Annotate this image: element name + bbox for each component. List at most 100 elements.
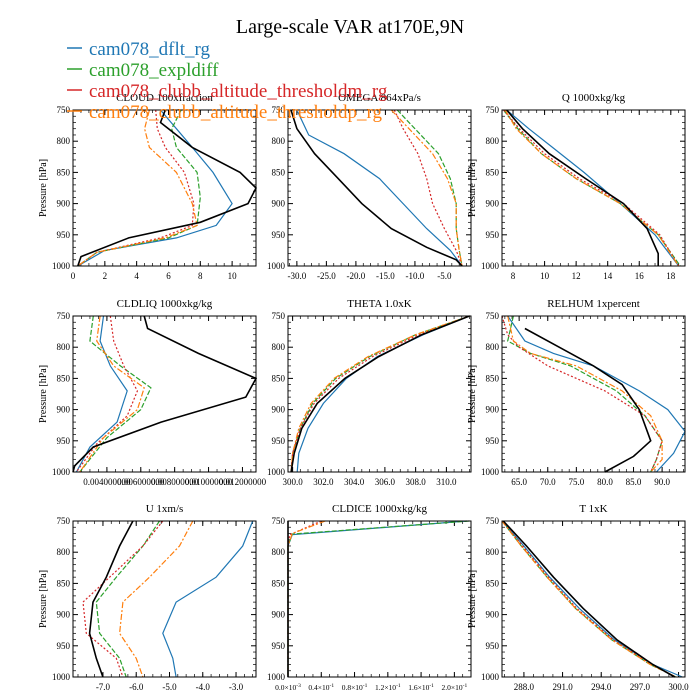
legend-item-3: cam078_clubb_altitude_thresholdp_rg: [67, 102, 383, 123]
xtick-label-4-4: 308.0: [406, 477, 427, 487]
series-line-4-cam078_clubb_altitude_thresholdm_rg: [290, 315, 470, 473]
ytick-label-7-3: 900: [272, 610, 286, 620]
panel-title-7: CLDICE 1000xkg/kg: [332, 503, 428, 515]
ytick-label-1-0: 750: [272, 105, 286, 115]
panel-ylabel-3: Pressure [hPa]: [38, 365, 49, 423]
ytick-label-4-3: 900: [272, 405, 286, 415]
panel-title-1: OMEGA 864xPa/s: [338, 92, 421, 104]
xtick-label-0-1: 2: [103, 271, 108, 281]
series-line-3-cam078_clubb_altitude_thresholdm_rg: [75, 315, 139, 473]
ytick-label-6-3: 900: [57, 610, 71, 620]
ytick-label-5-1: 800: [486, 342, 500, 352]
series-line-0-cam078_dflt_rg: [77, 109, 233, 267]
legend-item-1: cam078_expldiff: [67, 60, 219, 81]
legend-label-0: cam078_dflt_rg: [89, 39, 211, 60]
ytick-label-5-0: 750: [486, 311, 500, 321]
panel-title-5: RELHUM 1xpercent: [547, 298, 640, 310]
xtick-label-7-5: 2.0×10-1: [442, 683, 468, 692]
xtick-label-4-0: 300.0: [282, 477, 303, 487]
ytick-label-1-4: 950: [272, 230, 286, 240]
xtick-label-0-4: 8: [198, 271, 203, 281]
xtick-label-8-2: 294.0: [591, 682, 612, 692]
series-line-0-cam078_clubb_altitude_thresholdp_rg: [77, 109, 198, 267]
ytick-label-2-2: 850: [486, 167, 500, 177]
ytick-label-2-1: 800: [486, 136, 500, 146]
legend-label-1: cam078_expldiff: [89, 60, 219, 81]
ytick-label-2-0: 750: [486, 105, 500, 115]
xtick-label-3-4: 0.012000000: [219, 477, 267, 487]
xtick-label-1-5: -5.0: [437, 271, 452, 281]
panel-ylabel-2: Pressure [hPa]: [467, 159, 478, 217]
panel-2: Q 1000xkg/kg Pressure [hPa] 750 800 850 900 95…: [467, 92, 686, 281]
ytick-label-4-4: 950: [272, 436, 286, 446]
ytick-label-8-2: 850: [486, 578, 500, 588]
ytick-label-7-5: 1000: [267, 672, 286, 682]
ytick-label-5-2: 850: [486, 373, 500, 383]
series-line-2-obs: [506, 109, 659, 266]
xtick-label-3-0: 0.004000000: [83, 477, 131, 487]
series-line-5-obs: [524, 327, 652, 473]
panel-title-0: CLOUD 100xfraction: [116, 92, 213, 104]
xtick-label-2-5: 18: [666, 271, 676, 281]
legend-label-2: cam078_clubb_altitude_thresholdm_rg: [89, 81, 388, 102]
series-line-5-cam078_dflt_rg: [507, 315, 686, 473]
panel-frame-4: [287, 315, 472, 473]
ytick-label-3-2: 850: [57, 373, 71, 383]
series-line-6-cam078_clubb_altitude_thresholdm_rg: [82, 520, 164, 678]
xtick-label-7-2: 0.8×10-1: [342, 683, 368, 692]
series-line-1-cam078_clubb_altitude_thresholdm_rg: [393, 109, 463, 267]
ytick-label-8-1: 800: [486, 547, 500, 557]
xtick-label-2-4: 16: [635, 271, 645, 281]
series-line-6-cam078_expldiff: [95, 520, 160, 678]
series-line-5-cam078_clubb_altitude_thresholdm_rg: [501, 315, 663, 473]
panel-frame-7: [287, 520, 472, 678]
xtick-label-8-0: 288.0: [514, 682, 535, 692]
xtick-label-8-3: 297.0: [630, 682, 651, 692]
ytick-label-3-0: 750: [57, 311, 71, 321]
series-line-4-cam078_clubb_altitude_thresholdp_rg: [290, 315, 470, 473]
panel-title-3: CLDLIQ 1000xkg/kg: [117, 298, 213, 310]
ytick-label-5-3: 900: [486, 405, 500, 415]
series-line-8-cam078_expldiff: [501, 520, 677, 678]
series-line-2-cam078_clubb_altitude_thresholdp_rg: [504, 109, 680, 267]
ytick-label-5-5: 1000: [481, 467, 500, 477]
xtick-label-3-1: 0.006000000: [117, 477, 165, 487]
ytick-label-7-4: 950: [272, 641, 286, 651]
xtick-label-7-0: 0.0×10-3: [275, 683, 301, 692]
series-line-4-obs: [290, 315, 470, 473]
panels: CLOUD 100xfraction Pressure [hPa] 750 800 85…: [38, 92, 689, 692]
xtick-label-4-5: 310.0: [436, 477, 457, 487]
panel-frame-2: [501, 109, 686, 267]
xtick-label-5-0: 65.0: [511, 477, 527, 487]
xtick-label-4-3: 306.0: [375, 477, 396, 487]
panel-title-8: T 1xK: [579, 503, 607, 515]
xtick-label-6-2: -5.0: [162, 682, 177, 692]
xtick-label-6-4: -3.0: [229, 682, 244, 692]
xtick-label-2-2: 12: [572, 271, 581, 281]
series-line-2-cam078_clubb_altitude_thresholdm_rg: [503, 109, 680, 267]
series-line-3-cam078_dflt_rg: [75, 315, 128, 473]
legend-item-2: cam078_clubb_altitude_thresholdm_rg: [67, 81, 388, 102]
series-line-6-cam078_dflt_rg: [162, 520, 254, 678]
series-line-1-cam078_dflt_rg: [296, 109, 463, 267]
ytick-label-4-0: 750: [272, 311, 286, 321]
ytick-label-4-2: 850: [272, 373, 286, 383]
panel-frame-8: [501, 520, 686, 678]
xtick-label-1-3: -15.0: [376, 271, 395, 281]
series-line-5-cam078_clubb_altitude_thresholdp_rg: [507, 315, 663, 473]
ytick-label-1-5: 1000: [267, 261, 286, 271]
series-line-7-cam078_dflt_rg: [287, 520, 467, 677]
panel-7: CLDICE 1000xkg/kg 750 800 850 900 950 10000.0×…: [267, 503, 472, 692]
ytick-label-6-5: 1000: [52, 672, 71, 682]
ytick-label-3-1: 800: [57, 342, 71, 352]
series-line-8-cam078_clubb_altitude_thresholdp_rg: [501, 520, 677, 678]
ytick-label-0-2: 850: [57, 167, 71, 177]
series-line-0-cam078_clubb_altitude_thresholdm_rg: [77, 109, 195, 267]
series-line-7-cam078_clubb_altitude_thresholdm_rg: [287, 520, 322, 677]
series-line-1-cam078_clubb_altitude_thresholdp_rg: [390, 109, 463, 267]
legend: cam078_dflt_rg cam078_expldiff cam078_cl…: [67, 39, 388, 123]
figure-title: Large-scale VAR at170E,9N: [236, 16, 464, 38]
ytick-label-8-4: 950: [486, 641, 500, 651]
panel-title-2: Q 1000xkg/kg: [562, 92, 626, 104]
